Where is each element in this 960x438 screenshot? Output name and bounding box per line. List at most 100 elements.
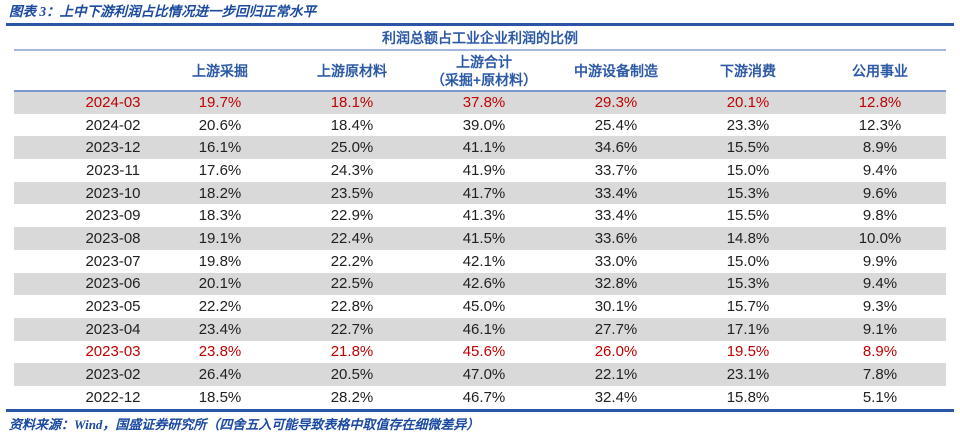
cell-date: 2024-03 xyxy=(14,91,154,114)
profit-share-table: 上游采掘 上游原材料 上游合计 （采掘+原材料） 中游设备制造 下游消费 公用事业 202… xyxy=(14,51,946,409)
cell-value: 25.0% xyxy=(286,136,418,160)
cell-value: 19.1% xyxy=(154,227,286,250)
cell-value: 22.1% xyxy=(550,363,682,386)
cell-value: 15.5% xyxy=(682,136,814,160)
table-row: 2022-12 18.5% 28.2% 46.7% 32.4% 15.8% 5.1% xyxy=(14,386,946,409)
cell-value: 20.6% xyxy=(198,116,242,134)
cell-value: 32.8% xyxy=(550,272,682,296)
cell-value: 14.8% xyxy=(682,227,814,250)
table-row: 2023-03 23.8% 21.8% 45.6% 26.0% 19.5% 8.9% xyxy=(14,341,946,364)
cell-value: 18.5% xyxy=(198,388,242,406)
cell-value: 32.4% xyxy=(594,388,638,406)
cell-value: 26.0% xyxy=(594,343,638,361)
cell-value: 23.1% xyxy=(682,363,814,386)
cell-value: 5.1% xyxy=(862,388,898,406)
cell-value: 9.4% xyxy=(862,161,898,179)
cell-value: 9.1% xyxy=(814,317,946,341)
cell-value: 29.3% xyxy=(550,91,682,114)
table-header-row: 上游采掘 上游原材料 上游合计 （采掘+原材料） 中游设备制造 下游消费 公用事业 xyxy=(14,51,946,92)
cell-date: 2024-02 xyxy=(85,116,141,134)
cell-value: 39.0% xyxy=(462,116,506,134)
column-header: 中游设备制造 xyxy=(550,51,682,92)
cell-value: 28.2% xyxy=(330,388,374,406)
cell-value: 33.4% xyxy=(550,181,682,205)
cell-value: 15.0% xyxy=(726,161,770,179)
cell-date: 2023-06 xyxy=(14,272,154,296)
cell-value: 37.8% xyxy=(418,91,550,114)
cell-value: 12.3% xyxy=(858,116,902,134)
table-row: 2023-04 23.4% 22.7% 46.1% 27.7% 17.1% 9.1% xyxy=(14,317,946,341)
cell-value: 19.5% xyxy=(726,343,770,361)
cell-value: 22.8% xyxy=(330,298,374,316)
cell-value: 41.1% xyxy=(418,136,550,160)
cell-date: 2023-09 xyxy=(85,207,141,225)
table-row: 2024-03 19.7% 18.1% 37.8% 29.3% 20.1% 12.8% xyxy=(14,91,946,114)
cell-value: 17.6% xyxy=(198,161,242,179)
cell-date: 2023-07 xyxy=(85,252,141,270)
source-note: 资料来源：Wind，国盛证券研究所（四舍五入可能导致表格中取值存在细微差异） xyxy=(9,416,480,432)
cell-value: 20.1% xyxy=(154,272,286,296)
table-row: 2023-06 20.1% 22.5% 42.6% 32.8% 15.3% 9.4% xyxy=(14,272,946,296)
cell-value: 23.5% xyxy=(286,181,418,205)
cell-value: 23.3% xyxy=(726,116,770,134)
cell-date: 2023-05 xyxy=(85,298,141,316)
cell-value: 10.0% xyxy=(814,227,946,250)
cell-value: 20.1% xyxy=(682,91,814,114)
cell-value: 18.1% xyxy=(286,91,418,114)
cell-value: 22.2% xyxy=(330,252,374,270)
cell-value: 33.6% xyxy=(550,227,682,250)
cell-value: 34.6% xyxy=(550,136,682,160)
cell-value: 22.7% xyxy=(286,317,418,341)
cell-date: 2023-02 xyxy=(14,363,154,386)
cell-value: 22.4% xyxy=(286,227,418,250)
cell-value: 47.0% xyxy=(418,363,550,386)
cell-value: 25.4% xyxy=(594,116,638,134)
column-header: 上游采掘 xyxy=(154,51,286,92)
cell-value: 16.1% xyxy=(154,136,286,160)
column-header: 上游合计 （采掘+原材料） xyxy=(418,51,550,92)
cell-value: 21.8% xyxy=(330,343,374,361)
cell-value: 18.2% xyxy=(154,181,286,205)
table-row: 2023-08 19.1% 22.4% 41.5% 33.6% 14.8% 10.0% xyxy=(14,227,946,250)
column-header: 公用事业 xyxy=(814,51,946,92)
cell-value: 42.1% xyxy=(462,252,506,270)
table-row: 2023-10 18.2% 23.5% 41.7% 33.4% 15.3% 9.6% xyxy=(14,181,946,205)
table-row: 2023-02 26.4% 20.5% 47.0% 22.1% 23.1% 7.8% xyxy=(14,363,946,386)
cell-value: 15.0% xyxy=(726,252,770,270)
table-row: 2023-09 18.3% 22.9% 41.3% 33.4% 15.5% 9.8% xyxy=(14,204,946,227)
cell-value: 15.5% xyxy=(726,207,770,225)
top-divider xyxy=(6,23,954,26)
table-row: 2024-02 20.6% 18.4% 39.0% 25.4% 23.3% 12.3% xyxy=(14,114,946,137)
cell-value: 9.8% xyxy=(862,207,898,225)
cell-value: 8.9% xyxy=(862,343,898,361)
cell-value: 22.2% xyxy=(198,298,242,316)
table-row: 2023-07 19.8% 22.2% 42.1% 33.0% 15.0% 9.9% xyxy=(14,250,946,273)
cell-value: 41.9% xyxy=(462,161,506,179)
cell-value: 18.3% xyxy=(198,207,242,225)
table-row: 2023-11 17.6% 24.3% 41.9% 33.7% 15.0% 9.4% xyxy=(14,159,946,182)
bottom-divider xyxy=(6,408,954,412)
cell-date: 2022-12 xyxy=(85,388,141,406)
cell-value: 9.9% xyxy=(862,252,898,270)
cell-value: 15.3% xyxy=(682,272,814,296)
cell-value: 15.7% xyxy=(726,298,770,316)
cell-value: 15.8% xyxy=(726,388,770,406)
cell-value: 46.1% xyxy=(418,317,550,341)
cell-value: 8.9% xyxy=(814,136,946,160)
cell-value: 30.1% xyxy=(594,298,638,316)
figure-caption: 图表 3：上中下游利润占比情况进一步回归正常水平 xyxy=(9,4,317,19)
column-header: 下游消费 xyxy=(682,51,814,92)
cell-value: 24.3% xyxy=(330,161,374,179)
column-header: 上游原材料 xyxy=(286,51,418,92)
cell-value: 33.7% xyxy=(594,161,638,179)
cell-value: 26.4% xyxy=(154,363,286,386)
cell-value: 19.7% xyxy=(154,91,286,114)
table-area: 利润总额占工业企业利润的比例 上游采掘 上游原材料 上游合计 （采掘+原材料） 中游设… xyxy=(14,26,946,409)
table-row: 2023-05 22.2% 22.8% 45.0% 30.1% 15.7% 9.3% xyxy=(14,295,946,318)
cell-date: 2023-08 xyxy=(14,227,154,250)
cell-value: 9.4% xyxy=(814,272,946,296)
cell-value: 9.6% xyxy=(814,181,946,205)
cell-value: 22.9% xyxy=(330,207,374,225)
cell-date: 2023-11 xyxy=(86,161,140,179)
